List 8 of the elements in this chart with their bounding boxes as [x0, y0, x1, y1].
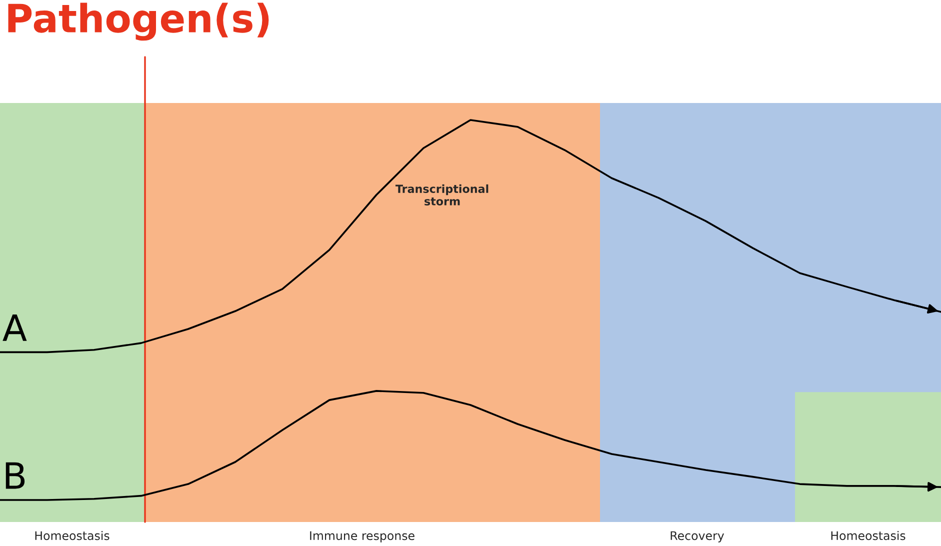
text: Homeostasis — [831, 530, 906, 540]
series-label: A — [2, 314, 27, 341]
series-label: B — [6, 462, 25, 489]
annotation: Transcriptional storm — [395, 184, 488, 206]
text: Homeostasis — [35, 530, 110, 540]
text: Recovery — [670, 531, 724, 542]
chart-title: Pathogen(s) — [8, 2, 269, 41]
text: Immune response — [310, 531, 414, 542]
